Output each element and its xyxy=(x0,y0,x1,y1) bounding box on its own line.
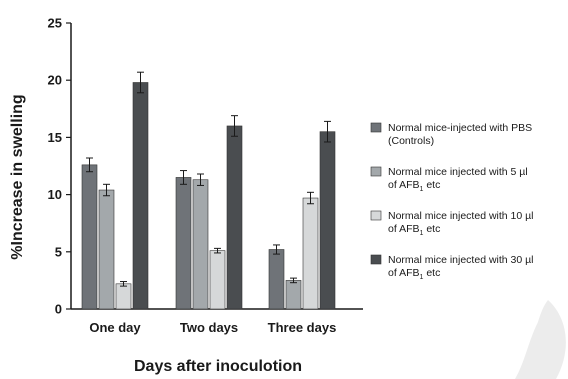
x-tick-label: Two days xyxy=(180,320,238,335)
legend-label: Normal mice injected with 30 µl xyxy=(388,254,534,266)
legend-swatch xyxy=(370,254,382,265)
y-tick-label: 25 xyxy=(48,16,62,31)
y-axis-title: %Increase in swelling xyxy=(9,94,26,259)
y-tick-label: 20 xyxy=(48,73,62,88)
y-tick-label: 5 xyxy=(55,244,62,259)
legend-swatch xyxy=(370,166,382,177)
legend-label: Normal mice injected with 5 µl xyxy=(388,166,528,178)
legend-label-line2: (Controls) xyxy=(388,135,434,147)
y-tick-label: 10 xyxy=(48,187,62,202)
decorative-watermark xyxy=(515,300,566,379)
bar xyxy=(192,179,209,310)
bar xyxy=(81,164,98,310)
bar xyxy=(115,283,132,310)
bar xyxy=(285,280,302,310)
bar xyxy=(226,125,243,310)
y-tick-label: 15 xyxy=(48,130,62,145)
bar xyxy=(98,189,115,310)
legend-label-line2: of AFB1 etc xyxy=(388,179,440,193)
x-tick-label: Three days xyxy=(268,320,337,335)
legend-label-line2: of AFB1 etc xyxy=(388,223,440,237)
bar xyxy=(132,82,149,310)
bar xyxy=(302,197,319,310)
legend-swatch xyxy=(370,210,382,221)
legend-label: Normal mice-injected with PBS xyxy=(388,122,532,134)
x-tick-label: One day xyxy=(89,320,141,335)
x-axis-title: Days after inoculotion xyxy=(134,358,302,375)
y-tick-label: 0 xyxy=(55,302,62,317)
bar xyxy=(268,249,285,310)
legend-swatch xyxy=(370,122,382,133)
bar xyxy=(319,131,336,310)
bar xyxy=(175,177,192,310)
legend-label-line2: of AFB1 etc xyxy=(388,267,440,281)
legend-label: Normal mice injected with 10 µl xyxy=(388,210,534,222)
bar xyxy=(209,250,226,310)
